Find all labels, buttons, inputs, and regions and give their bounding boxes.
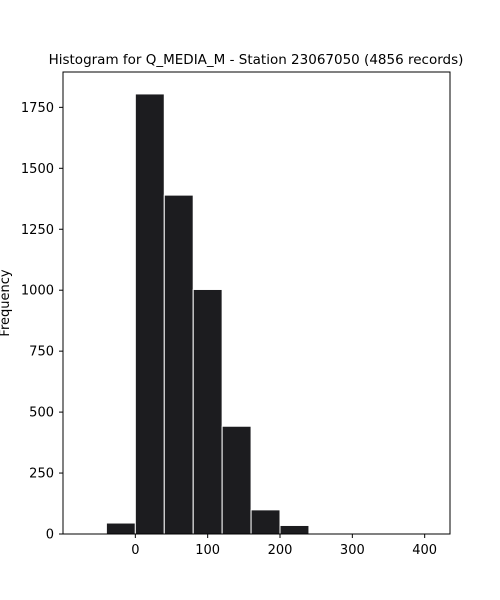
x-tick-label: 100 bbox=[195, 543, 220, 558]
y-tick-label: 750 bbox=[29, 345, 54, 360]
x-tick-label: 400 bbox=[412, 543, 437, 558]
y-tick-label: 1000 bbox=[21, 284, 54, 299]
y-axis: 0 250 500 750 1000 1250 1500 1750 bbox=[21, 101, 63, 543]
histogram-bar bbox=[279, 524, 310, 535]
histogram-bar bbox=[192, 288, 223, 535]
x-axis: 0 100 200 300 400 bbox=[131, 534, 437, 558]
histogram-bar bbox=[250, 509, 281, 535]
histogram-bar bbox=[134, 93, 165, 535]
y-tick-label: 0 bbox=[46, 528, 54, 543]
plot-frame bbox=[62, 71, 451, 535]
y-tick-label: 250 bbox=[29, 467, 54, 482]
y-tick-label: 1250 bbox=[21, 223, 54, 238]
histogram-bar bbox=[221, 425, 252, 535]
x-tick-label: 300 bbox=[340, 543, 365, 558]
histogram-bar bbox=[163, 194, 194, 535]
bars-group bbox=[105, 93, 426, 535]
y-tick-label: 1750 bbox=[21, 101, 54, 116]
x-tick-label: 0 bbox=[131, 543, 139, 558]
histogram-bar bbox=[105, 522, 136, 535]
y-axis-label: Frequency bbox=[0, 269, 13, 336]
chart-title: Histogram for Q_MEDIA_M - Station 230670… bbox=[49, 52, 464, 68]
y-tick-label: 1500 bbox=[21, 162, 54, 177]
x-tick-label: 200 bbox=[268, 543, 293, 558]
y-tick-label: 500 bbox=[29, 406, 54, 421]
